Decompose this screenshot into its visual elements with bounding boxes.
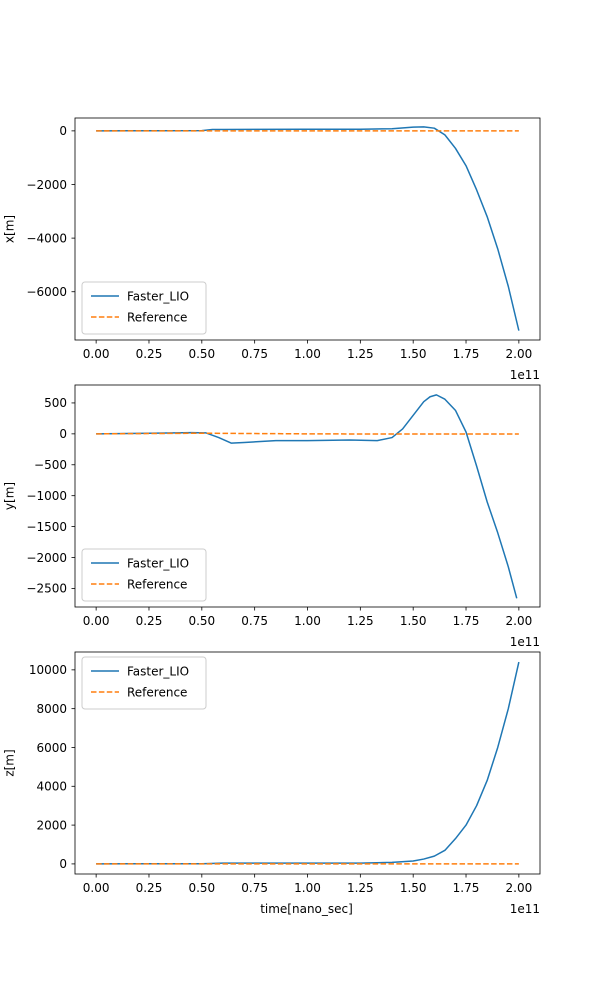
y-tick-label: 10000 bbox=[29, 663, 67, 677]
x-tick-label: 0.75 bbox=[241, 881, 268, 895]
legend-box bbox=[81, 548, 207, 602]
legend: Faster_LIO Reference bbox=[81, 656, 207, 710]
x-tick-label: 1.75 bbox=[453, 347, 480, 361]
x-tick-label: 1.75 bbox=[453, 614, 480, 628]
x-tick-label: 0.50 bbox=[188, 881, 215, 895]
x-tick-label: 1.25 bbox=[347, 614, 374, 628]
x-offset-text: 1e11 bbox=[510, 368, 540, 382]
x-tick-label: 0.50 bbox=[188, 614, 215, 628]
y-axis-label: y[m] bbox=[3, 482, 17, 510]
y-tick-label: 0 bbox=[59, 124, 67, 138]
x-tick-label: 0.25 bbox=[136, 347, 163, 361]
legend-box bbox=[81, 281, 207, 335]
legend-label: Faster_LIO bbox=[127, 289, 189, 303]
x-tick-label: 1.50 bbox=[400, 881, 427, 895]
y-tick-label: −2000 bbox=[26, 178, 67, 192]
legend-label: Faster_LIO bbox=[127, 556, 189, 570]
legend: Faster_LIO Reference bbox=[81, 548, 207, 602]
legend-label: Reference bbox=[127, 577, 187, 591]
x-tick-label: 2.00 bbox=[506, 881, 533, 895]
plot-area bbox=[96, 661, 520, 865]
x-axis-label: time[nano_sec] bbox=[260, 902, 353, 916]
legend-label: Reference bbox=[127, 310, 187, 324]
x-tick-label: 0.75 bbox=[241, 347, 268, 361]
y-tick-label: −2000 bbox=[26, 551, 67, 565]
x-tick-label: 1.00 bbox=[294, 347, 321, 361]
subplot-2: 0.00 0.25 0.50 0.75 1.00 1.25 1.50 1.75 2.00 1e11… bbox=[3, 384, 541, 649]
subplot-3: 0.00 0.25 0.50 0.75 1.00 1.25 1.50 1.75 2.00 1e11… bbox=[3, 651, 541, 916]
series-line-faster-lio bbox=[96, 126, 520, 331]
x-tick-label: 0.75 bbox=[241, 614, 268, 628]
x-offset-text: 1e11 bbox=[510, 635, 540, 649]
x-tick-label: 0.25 bbox=[136, 614, 163, 628]
y-tick-label: 2000 bbox=[36, 818, 67, 832]
x-tick-label: 2.00 bbox=[506, 347, 533, 361]
y-tick-label: 6000 bbox=[36, 741, 67, 755]
x-tick-label: 1.50 bbox=[400, 614, 427, 628]
x-tick-label: 0.00 bbox=[83, 881, 110, 895]
x-tick-label: 0.00 bbox=[83, 347, 110, 361]
x-tick-label: 0.50 bbox=[188, 347, 215, 361]
legend-label: Faster_LIO bbox=[127, 664, 189, 678]
x-tick-label: 0.00 bbox=[83, 614, 110, 628]
y-tick-label: −2500 bbox=[26, 582, 67, 596]
x-tick-label: 1.00 bbox=[294, 614, 321, 628]
x-offset-text: 1e11 bbox=[510, 902, 540, 916]
series-line-faster-lio bbox=[96, 394, 518, 599]
y-axis-label: z[m] bbox=[3, 749, 17, 776]
legend-box bbox=[81, 656, 207, 710]
x-tick-label: 1.00 bbox=[294, 881, 321, 895]
series-line-reference bbox=[96, 432, 519, 435]
x-tick-label: 0.25 bbox=[136, 881, 163, 895]
legend-label: Reference bbox=[127, 685, 187, 699]
plot-area bbox=[96, 394, 519, 599]
y-tick-label: 0 bbox=[59, 857, 67, 871]
y-tick-label: −6000 bbox=[26, 285, 67, 299]
y-tick-label: −4000 bbox=[26, 231, 67, 245]
x-tick-label: 2.00 bbox=[506, 614, 533, 628]
plot-area bbox=[96, 126, 520, 331]
x-tick-label: 1.50 bbox=[400, 347, 427, 361]
y-tick-label: 8000 bbox=[36, 702, 67, 716]
x-tick-label: 1.75 bbox=[453, 881, 480, 895]
x-tick-label: 1.25 bbox=[347, 881, 374, 895]
subplot-1: 0.00 0.25 0.50 0.75 1.00 1.25 1.50 1.75 2.00 1e11… bbox=[3, 117, 541, 382]
x-tick-label: 1.25 bbox=[347, 347, 374, 361]
y-tick-label: −1500 bbox=[26, 520, 67, 534]
y-tick-label: 4000 bbox=[36, 780, 67, 794]
y-tick-label: 500 bbox=[44, 396, 67, 410]
y-axis-label: x[m] bbox=[3, 215, 17, 243]
y-tick-label: 0 bbox=[59, 427, 67, 441]
y-tick-label: −1000 bbox=[26, 489, 67, 503]
legend: Faster_LIO Reference bbox=[81, 281, 207, 335]
y-tick-label: −500 bbox=[34, 458, 67, 472]
series-line-faster-lio bbox=[96, 661, 520, 865]
